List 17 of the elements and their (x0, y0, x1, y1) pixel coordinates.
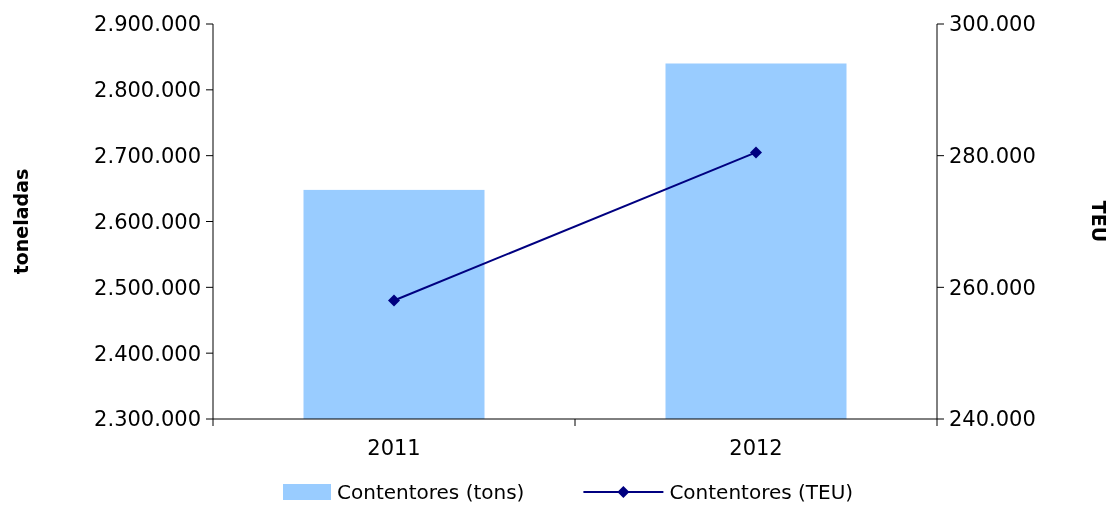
y2-tick-label: 300.000 (949, 12, 1036, 37)
y-tick-label: 2.600.000 (94, 209, 201, 234)
y-tick-label: 2.800.000 (94, 78, 201, 103)
y-tick-label: 2.500.000 (94, 275, 201, 300)
x-tick-label: 2012 (729, 436, 783, 460)
y-axis-title: toneladas (10, 168, 32, 275)
y2-axis-title: TEU (1088, 200, 1110, 243)
legend-label: Contentores (tons) (337, 480, 525, 504)
y-tick-label: 2.300.000 (94, 407, 201, 432)
legend-label: Contentores (TEU) (669, 480, 854, 504)
x-tick-label: 2011 (367, 436, 421, 460)
y-tick-label: 2.400.000 (94, 341, 201, 366)
y2-tick-label: 280.000 (949, 144, 1036, 169)
y2-tick-label: 260.000 (949, 275, 1036, 300)
y-tick-label: 2.900.000 (94, 12, 201, 37)
y2-tick-label: 240.000 (949, 407, 1036, 432)
y-tick-label: 2.700.000 (94, 144, 201, 169)
